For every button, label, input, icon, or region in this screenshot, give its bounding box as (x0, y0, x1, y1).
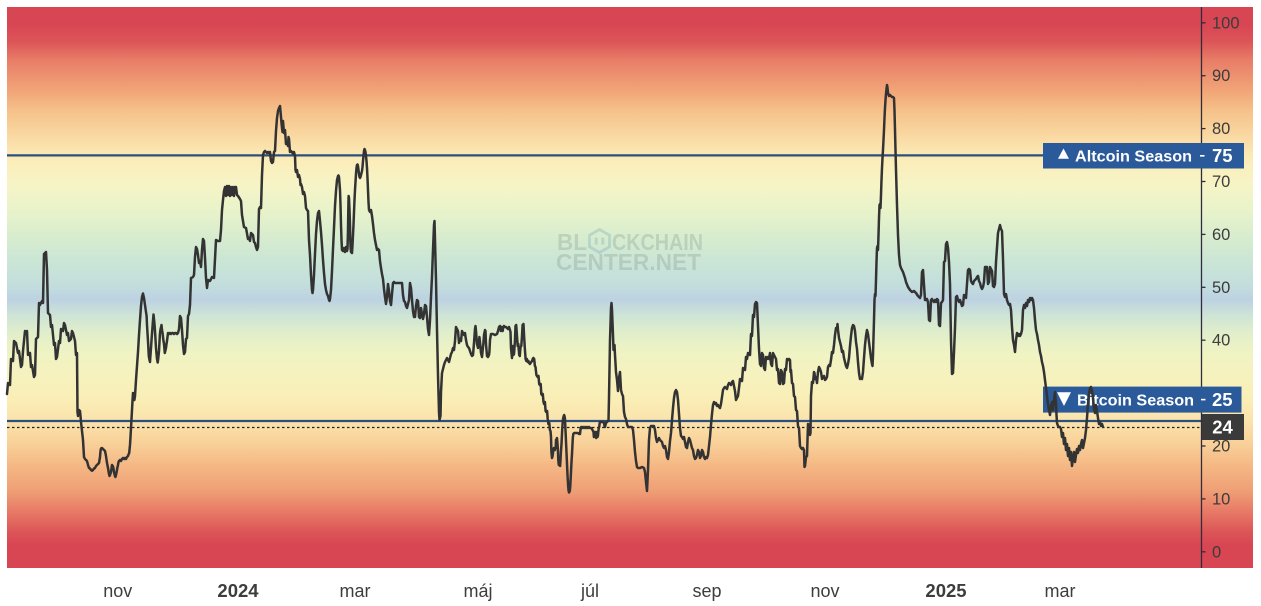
svg-text:24: 24 (1212, 417, 1233, 438)
svg-text:100: 100 (1212, 14, 1240, 32)
svg-text:75: 75 (1212, 145, 1233, 166)
svg-text:80: 80 (1212, 120, 1230, 138)
svg-text:máj: máj (463, 581, 492, 601)
svg-text:sep: sep (692, 581, 721, 601)
svg-text:70: 70 (1212, 173, 1230, 191)
svg-text:júl: júl (580, 581, 599, 601)
svg-text:CKCHAIN: CKCHAIN (612, 229, 703, 255)
svg-text:2025: 2025 (925, 580, 966, 601)
svg-text:BL: BL (557, 229, 587, 255)
svg-text:25: 25 (1212, 389, 1233, 410)
svg-text:50: 50 (1212, 279, 1230, 297)
svg-text:2024: 2024 (217, 580, 259, 601)
svg-text:0: 0 (1212, 543, 1221, 561)
svg-text:Bitcoin Season: Bitcoin Season (1077, 392, 1194, 409)
svg-text:Altcoin Season: Altcoin Season (1075, 149, 1192, 166)
svg-text:mar: mar (1045, 581, 1076, 601)
svg-text:90: 90 (1212, 67, 1230, 85)
svg-text:mar: mar (340, 581, 371, 601)
svg-text:40: 40 (1212, 332, 1230, 350)
svg-text:10: 10 (1212, 490, 1230, 508)
svg-text:20: 20 (1212, 438, 1230, 456)
svg-text:CENTER.NET: CENTER.NET (556, 249, 701, 275)
svg-text:nov: nov (810, 581, 839, 601)
svg-text:60: 60 (1212, 226, 1230, 244)
svg-text:nov: nov (103, 581, 132, 601)
